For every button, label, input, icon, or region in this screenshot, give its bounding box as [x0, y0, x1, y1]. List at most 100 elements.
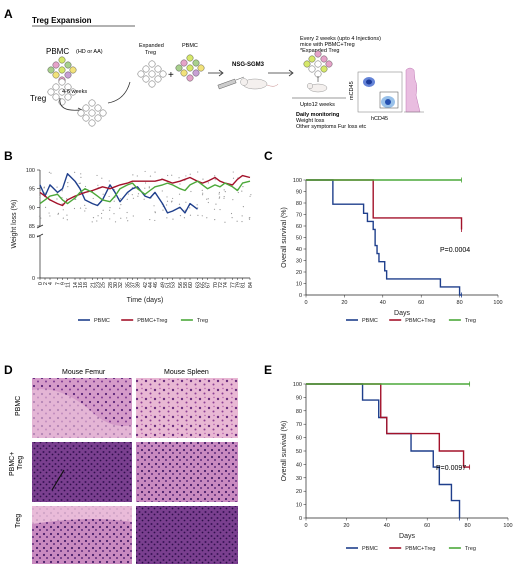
- scatter-point: [167, 174, 169, 177]
- scatter-point: [197, 214, 199, 216]
- survival-chart-c: 0 10 20 30 40 50 60 70 80 90 100 0 20 40 60 80 100 Days Ov…: [281, 177, 503, 324]
- scatter-point: [143, 198, 145, 200]
- scatter-point: [144, 170, 146, 173]
- panel-c-letter: C: [264, 149, 273, 163]
- y-tick-label: 90: [296, 190, 302, 196]
- y-tick-label: 80: [296, 201, 302, 207]
- connector-arrow: [107, 81, 131, 104]
- pbmc-cells-mix: [175, 54, 205, 82]
- y-tick-label: 40: [296, 247, 302, 253]
- small-mouse-icon: [306, 82, 328, 93]
- x-tick-label: 79: [236, 282, 242, 288]
- cell: [180, 59, 188, 67]
- cell: [142, 75, 150, 83]
- x-tick-label: 60: [424, 523, 430, 529]
- monitor-arrowhead: [288, 69, 294, 77]
- scatter-point: [178, 193, 181, 195]
- expanded-treg-label-1: Expanded: [139, 43, 164, 49]
- scatter-point: [232, 171, 234, 173]
- pvalue-c: P=0.0004: [440, 247, 470, 254]
- annotation-arrow: [51, 469, 65, 491]
- cell: [159, 70, 167, 78]
- scatter-point: [85, 207, 87, 209]
- scatter-point: [48, 212, 50, 214]
- series-line-treg: [39, 180, 251, 205]
- panel-a-letter: A: [4, 7, 13, 21]
- x-tick-label: 2: [43, 282, 49, 285]
- y-tick-label: 40: [296, 462, 302, 468]
- scatter-point: [137, 193, 140, 195]
- survival-chart-e: 0 10 20 30 40 50 60 70 80 90 100 0 20 40 60 80 100 Days Ov…: [281, 381, 513, 552]
- x-tick-label: 16: [78, 282, 84, 288]
- bone-region: [32, 389, 132, 438]
- x-tick-label: 40: [384, 523, 390, 529]
- scatter-point: [66, 198, 68, 200]
- x-tick-label: 49: [161, 282, 167, 288]
- panel-a: A Treg Expansion PBMC (HD or AA) Treg 4-…: [4, 7, 424, 130]
- cell: [77, 109, 85, 117]
- scatter-point: [56, 198, 58, 200]
- scatter-point: [230, 212, 233, 215]
- x-tick-label: 58: [183, 282, 189, 288]
- cell: [64, 61, 72, 69]
- legend-label: PBMC: [362, 546, 378, 552]
- scatter-point: [248, 218, 251, 220]
- scatter-point: [61, 190, 63, 192]
- monitor-title: Daily monitoring: [296, 112, 339, 118]
- y-tick-label: 60: [296, 224, 302, 230]
- x-tick-label: 39: [136, 282, 142, 288]
- scatter-point: [126, 198, 128, 200]
- cell: [314, 50, 322, 58]
- scatter-point: [102, 209, 104, 211]
- scatter-point: [80, 176, 82, 179]
- axis-break-mark: [36, 224, 44, 229]
- scatter-point: [241, 215, 243, 217]
- x-tick-label: 100: [493, 300, 502, 306]
- panel-e-letter: E: [264, 363, 272, 377]
- scatter-point: [40, 217, 42, 219]
- scatter-point: [154, 171, 156, 173]
- scatter-point: [120, 217, 122, 219]
- scatter-point: [223, 197, 225, 199]
- expanded-treg-label-2: Treg: [145, 50, 156, 56]
- cell: [69, 66, 77, 74]
- scatter-point: [119, 198, 122, 200]
- scatter-point: [197, 207, 199, 209]
- scatter-point: [48, 171, 50, 173]
- y-tick-label: 10: [296, 282, 302, 288]
- histology-pbmc-treg-femur: [32, 442, 132, 502]
- cell: [99, 109, 107, 117]
- scatter-point: [161, 190, 163, 192]
- series-line-pbmc-treg: [39, 174, 251, 207]
- cell: [314, 60, 322, 68]
- x-tick-label: 81: [241, 282, 247, 288]
- scatter-point: [39, 196, 41, 198]
- scatter-point: [190, 190, 192, 193]
- y-tick-label: 100: [293, 178, 302, 184]
- scatter-point: [137, 195, 139, 197]
- weeks-label: 4-6 weeks: [62, 89, 87, 95]
- scatter-point: [79, 182, 81, 184]
- y-tick-label: 80: [296, 409, 302, 415]
- y-tick-label: 85: [29, 224, 35, 230]
- scatter-point: [92, 197, 94, 200]
- plus-sign: +: [168, 70, 174, 81]
- scatter-point: [101, 177, 103, 179]
- column-label-femur: Mouse Femur: [62, 369, 106, 376]
- y-tick-label: 50: [296, 236, 302, 242]
- panel-d-letter: D: [4, 363, 13, 377]
- scatter-point: [207, 182, 209, 184]
- y-tick-label: 60: [296, 436, 302, 442]
- y-tick-label: 70: [296, 422, 302, 428]
- scatter-point: [232, 177, 235, 179]
- scatter-point: [61, 203, 63, 205]
- scatter-point: [149, 175, 152, 177]
- scatter-point: [196, 204, 198, 206]
- scatter-point: [250, 194, 252, 196]
- x-axis-label: Time (days): [127, 297, 164, 304]
- histology-pbmc-treg-spleen: [136, 442, 238, 502]
- x-tick-label: 70: [213, 282, 219, 288]
- y-axis-label: Overall survival (%): [281, 207, 288, 268]
- x-tick-label: 53: [171, 282, 177, 288]
